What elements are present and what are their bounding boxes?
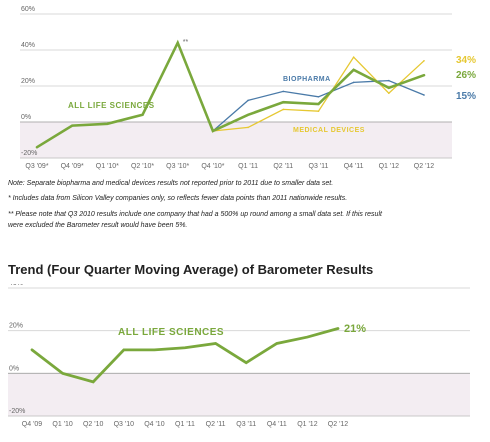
negative-region <box>20 122 452 158</box>
series-label-all-life-sciences: ALL LIFE SCIENCES <box>68 101 155 110</box>
data-point <box>388 79 390 82</box>
x-tick-label: Q1 '12 <box>379 163 400 170</box>
x-tick-label: Q2 '12 <box>328 421 349 428</box>
x-tick-label: Q3 '09* <box>25 163 48 170</box>
x-tick-label: Q2 '12 <box>414 163 435 170</box>
x-tick-label: Q2 '11 <box>206 421 226 428</box>
annotation-q3-2010: ** <box>183 39 189 46</box>
data-point <box>61 372 64 375</box>
chart-quarterly-results: 60% 40% 20% 0% -20% Q3 '09* Q4 '09* Q1 '10* Q2 '… <box>20 6 476 170</box>
series-line-all-life-sciences <box>35 39 426 149</box>
data-point <box>337 327 339 330</box>
x-tick-label: Q2 '10 <box>83 421 104 428</box>
data-point <box>352 81 355 84</box>
y-tick-label: 40% <box>21 42 35 49</box>
data-point <box>92 381 94 383</box>
x-tick-label: Q3 '11 <box>236 421 256 428</box>
end-label-all-life-sciences: 26% <box>456 70 476 81</box>
data-point <box>317 110 320 112</box>
data-point <box>247 99 249 102</box>
data-point <box>36 146 38 148</box>
data-point <box>423 60 425 62</box>
end-label-all-life-sciences-trend: 21% <box>344 323 366 335</box>
x-tick-label: Q4 '10 <box>144 421 165 428</box>
data-point <box>31 349 33 351</box>
data-point <box>212 130 214 132</box>
data-point <box>306 336 309 338</box>
data-point <box>276 342 278 345</box>
data-point <box>141 114 144 116</box>
series-label-biopharma: BIOPHARMA <box>283 76 331 83</box>
series-label-medical-devices: MEDICAL DEVICES <box>293 127 365 134</box>
data-point <box>317 103 320 105</box>
y-tick-label: 40% <box>9 284 23 287</box>
y-tick-label: 0% <box>21 114 31 121</box>
y-tick-label: 60% <box>21 6 35 13</box>
data-point <box>247 114 249 116</box>
end-label-biopharma: 15% <box>456 91 476 102</box>
negative-region <box>8 373 470 416</box>
x-tick-label: Q2 '10* <box>131 163 154 170</box>
x-tick-label: Q4 '09 <box>22 421 43 428</box>
chart-notes: Note: Separate biopharma and medical dev… <box>8 180 478 237</box>
x-tick-label: Q4 '11 <box>267 421 287 428</box>
y-tick-label: 20% <box>9 323 23 330</box>
x-tick-label: Q3 '11 <box>309 163 329 170</box>
note-q3-2010-line2: were excluded the Barometer result would… <box>8 222 188 230</box>
y-tick-label: -20% <box>9 408 25 415</box>
data-point <box>247 126 249 129</box>
x-tick-label: Q2 '11 <box>273 163 293 170</box>
data-point <box>423 94 425 96</box>
x-tick-label: Q1 '11 <box>175 421 195 428</box>
data-point <box>176 42 179 44</box>
data-point <box>71 124 73 127</box>
x-tick-label: Q3 '10 <box>114 421 135 428</box>
data-point <box>153 349 156 351</box>
data-point <box>388 92 390 94</box>
data-point <box>352 56 355 58</box>
x-tick-label: Q1 '12 <box>297 421 318 428</box>
x-tick-label: Q1 '11 <box>238 163 258 170</box>
trend-chart-title: Trend (Four Quarter Moving Average) of B… <box>8 262 374 277</box>
data-point <box>352 69 355 71</box>
series-line-medical-devices <box>212 56 425 132</box>
data-point <box>282 90 285 93</box>
data-point <box>106 123 109 125</box>
data-point <box>388 87 390 89</box>
data-point <box>317 96 320 98</box>
note-silicon-valley: * Includes data from Silicon Valley comp… <box>8 195 348 203</box>
data-point <box>282 108 285 111</box>
x-tick-label: Q4 '11 <box>344 163 364 170</box>
x-tick-label: Q4 '10* <box>201 163 224 170</box>
data-point <box>214 342 217 345</box>
x-tick-label: Q1 '10* <box>96 163 119 170</box>
y-tick-label: -20% <box>21 150 37 157</box>
note-q3-2010-line1: ** Please note that Q3 2010 results incl… <box>8 210 382 218</box>
chart-moving-average: 40% 20% 0% -20% Q4 '09 Q1 '10 Q2 '10 Q3 '10 Q4 '… <box>8 284 470 428</box>
x-tick-label: Q1 '10 <box>52 421 73 428</box>
data-point <box>423 74 425 76</box>
data-point <box>123 349 125 351</box>
series-label-all-life-sciences-trend: ALL LIFE SCIENCES <box>118 327 224 338</box>
y-tick-label: 20% <box>21 78 35 85</box>
note-separate-results: Note: Separate biopharma and medical dev… <box>8 180 334 187</box>
end-label-medical-devices: 34% <box>456 55 476 66</box>
x-tick-label: Q4 '09* <box>61 163 84 170</box>
data-point <box>282 101 285 103</box>
y-tick-label: 0% <box>9 365 19 372</box>
data-point <box>245 361 247 364</box>
x-tick-label: Q3 '10* <box>166 163 189 170</box>
data-point <box>184 346 186 349</box>
